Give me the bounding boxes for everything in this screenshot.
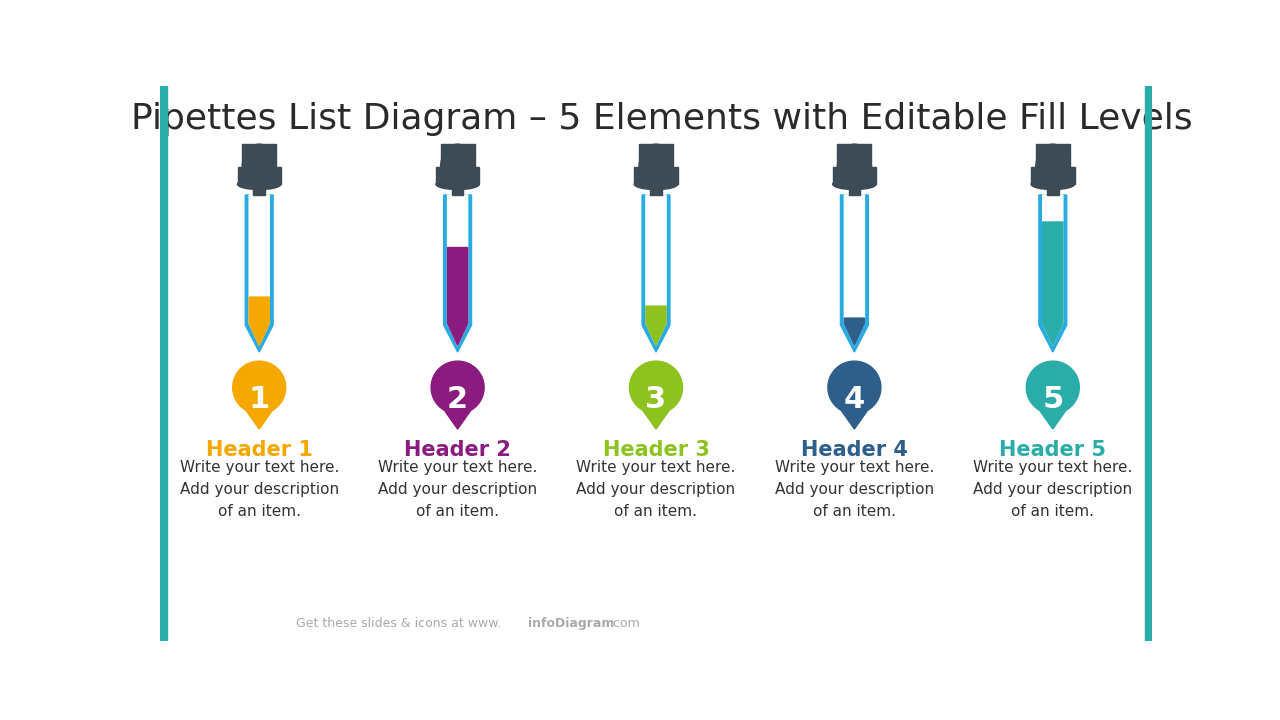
Text: Write your text here.
Add your description
of an item.: Write your text here. Add your descripti… <box>774 460 934 519</box>
Bar <box>242 144 276 167</box>
Polygon shape <box>845 195 864 345</box>
Text: .com: .com <box>609 617 640 631</box>
Ellipse shape <box>635 179 677 189</box>
Ellipse shape <box>837 144 872 190</box>
Bar <box>650 184 662 195</box>
Polygon shape <box>828 361 881 429</box>
Bar <box>452 184 463 195</box>
Text: 2: 2 <box>447 385 468 415</box>
Text: 5: 5 <box>1042 385 1064 415</box>
Text: Write your text here.
Add your description
of an item.: Write your text here. Add your descripti… <box>179 460 339 519</box>
Text: Write your text here.
Add your description
of an item.: Write your text here. Add your descripti… <box>378 460 538 519</box>
Polygon shape <box>646 195 666 345</box>
Text: Header 4: Header 4 <box>801 440 908 460</box>
Polygon shape <box>630 361 682 429</box>
Bar <box>833 167 876 184</box>
Bar <box>635 167 677 184</box>
Bar <box>440 144 475 167</box>
Polygon shape <box>431 361 484 429</box>
Polygon shape <box>643 195 669 352</box>
Text: Header 2: Header 2 <box>404 440 511 460</box>
Polygon shape <box>233 361 285 429</box>
Polygon shape <box>1043 222 1062 345</box>
Bar <box>1036 144 1070 167</box>
Text: 1: 1 <box>248 385 270 415</box>
Polygon shape <box>841 195 868 352</box>
Polygon shape <box>1039 195 1066 352</box>
Bar <box>1032 167 1074 184</box>
Text: infoDiagram: infoDiagram <box>529 617 614 631</box>
Polygon shape <box>1043 195 1062 345</box>
Bar <box>253 184 265 195</box>
Polygon shape <box>250 195 269 345</box>
Ellipse shape <box>833 179 876 189</box>
Bar <box>849 184 860 195</box>
Text: Pipettes List Diagram – 5 Elements with Editable Fill Levels: Pipettes List Diagram – 5 Elements with … <box>132 102 1193 136</box>
Ellipse shape <box>440 144 475 190</box>
Bar <box>837 144 872 167</box>
Bar <box>160 86 166 641</box>
Bar <box>1047 184 1059 195</box>
Text: Get these slides & icons at www.: Get these slides & icons at www. <box>296 617 500 631</box>
Ellipse shape <box>242 144 276 190</box>
Text: 4: 4 <box>844 385 865 415</box>
Text: Header 1: Header 1 <box>206 440 312 460</box>
Text: 3: 3 <box>645 385 667 415</box>
Text: Header 3: Header 3 <box>603 440 709 460</box>
Bar <box>1146 86 1152 641</box>
Bar <box>639 144 673 167</box>
Text: Header 5: Header 5 <box>1000 440 1106 460</box>
Ellipse shape <box>436 179 479 189</box>
Polygon shape <box>845 318 864 345</box>
Polygon shape <box>444 195 471 352</box>
Polygon shape <box>250 297 269 345</box>
Bar <box>436 167 479 184</box>
Ellipse shape <box>1032 179 1074 189</box>
Polygon shape <box>246 195 273 352</box>
Text: Write your text here.
Add your description
of an item.: Write your text here. Add your descripti… <box>576 460 736 519</box>
Polygon shape <box>448 195 467 345</box>
Ellipse shape <box>1036 144 1070 190</box>
Polygon shape <box>448 248 467 345</box>
Text: Write your text here.
Add your description
of an item.: Write your text here. Add your descripti… <box>973 460 1133 519</box>
Ellipse shape <box>639 144 673 190</box>
Bar <box>238 167 280 184</box>
Polygon shape <box>1027 361 1079 429</box>
Polygon shape <box>646 306 666 345</box>
Ellipse shape <box>238 179 280 189</box>
